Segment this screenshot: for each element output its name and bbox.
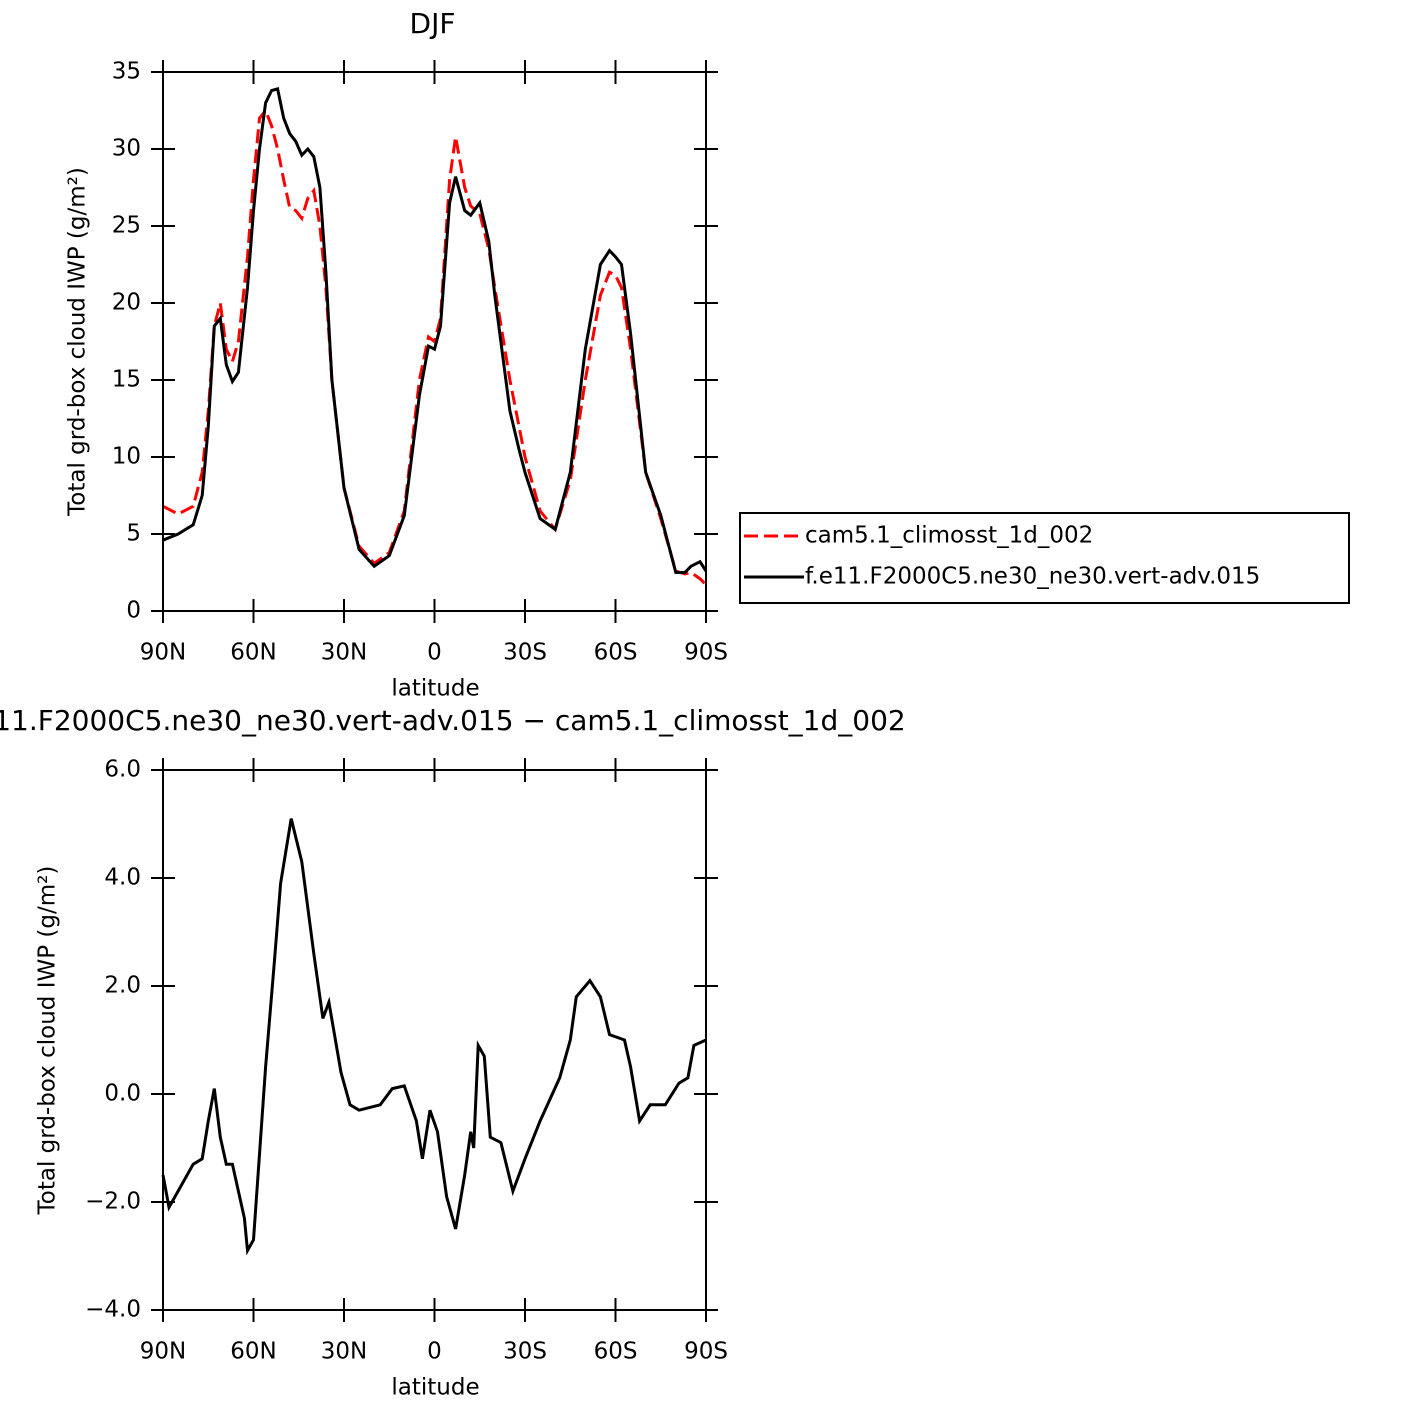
legend-box	[739, 512, 1350, 604]
legend-label: cam5.1_climosst_1d_002	[805, 523, 1093, 549]
x-tick-label: 90N	[140, 1339, 186, 1365]
chart-title: DJF	[410, 7, 456, 40]
x-tick-label: 30S	[503, 640, 547, 666]
y-tick-label: 25	[112, 213, 141, 239]
x-axis-label: latitude	[391, 1375, 479, 1401]
data-line	[161, 818, 707, 1256]
plot-frame	[162, 71, 707, 612]
y-tick-label: 20	[112, 290, 141, 316]
x-tick-label: 60S	[594, 1339, 638, 1365]
y-tick-label: 10	[112, 444, 141, 470]
legend-label: f.e11.F2000C5.ne30_ne30.vert-adv.015	[805, 564, 1260, 590]
x-tick-label: 90N	[140, 640, 186, 666]
x-axis-label: latitude	[391, 676, 479, 702]
y-tick-label: 35	[112, 59, 141, 85]
y-tick-label: −4.0	[85, 1297, 141, 1323]
y-tick-label: 4.0	[104, 865, 141, 891]
x-tick-label: 60N	[230, 1339, 276, 1365]
data-line	[162, 87, 708, 574]
y-tick-label: 0	[126, 598, 141, 624]
x-tick-label: 30N	[321, 640, 367, 666]
y-axis-label: Total grd-box cloud IWP (g/m²)	[65, 167, 91, 517]
plot-frame	[162, 769, 707, 1311]
y-axis-label: Total grd-box cloud IWP (g/m²)	[35, 866, 61, 1216]
y-tick-label: −2.0	[85, 1189, 141, 1215]
y-tick-label: 5	[126, 521, 141, 547]
y-tick-label: 6.0	[104, 757, 141, 783]
y-tick-label: 15	[112, 367, 141, 393]
y-tick-label: 30	[112, 136, 141, 162]
x-tick-label: 60N	[230, 640, 276, 666]
x-tick-label: 30S	[503, 1339, 547, 1365]
chart-title: f.e11.F2000C5.ne30_ne30.vert-adv.015 − c…	[0, 704, 906, 737]
y-tick-label: 2.0	[104, 973, 141, 999]
x-tick-label: 0	[427, 640, 442, 666]
y-tick-label: 0.0	[104, 1081, 141, 1107]
x-tick-label: 0	[427, 1339, 442, 1365]
x-tick-label: 60S	[594, 640, 638, 666]
x-tick-label: 90S	[684, 1339, 728, 1365]
x-tick-label: 90S	[684, 640, 728, 666]
x-tick-label: 30N	[321, 1339, 367, 1365]
